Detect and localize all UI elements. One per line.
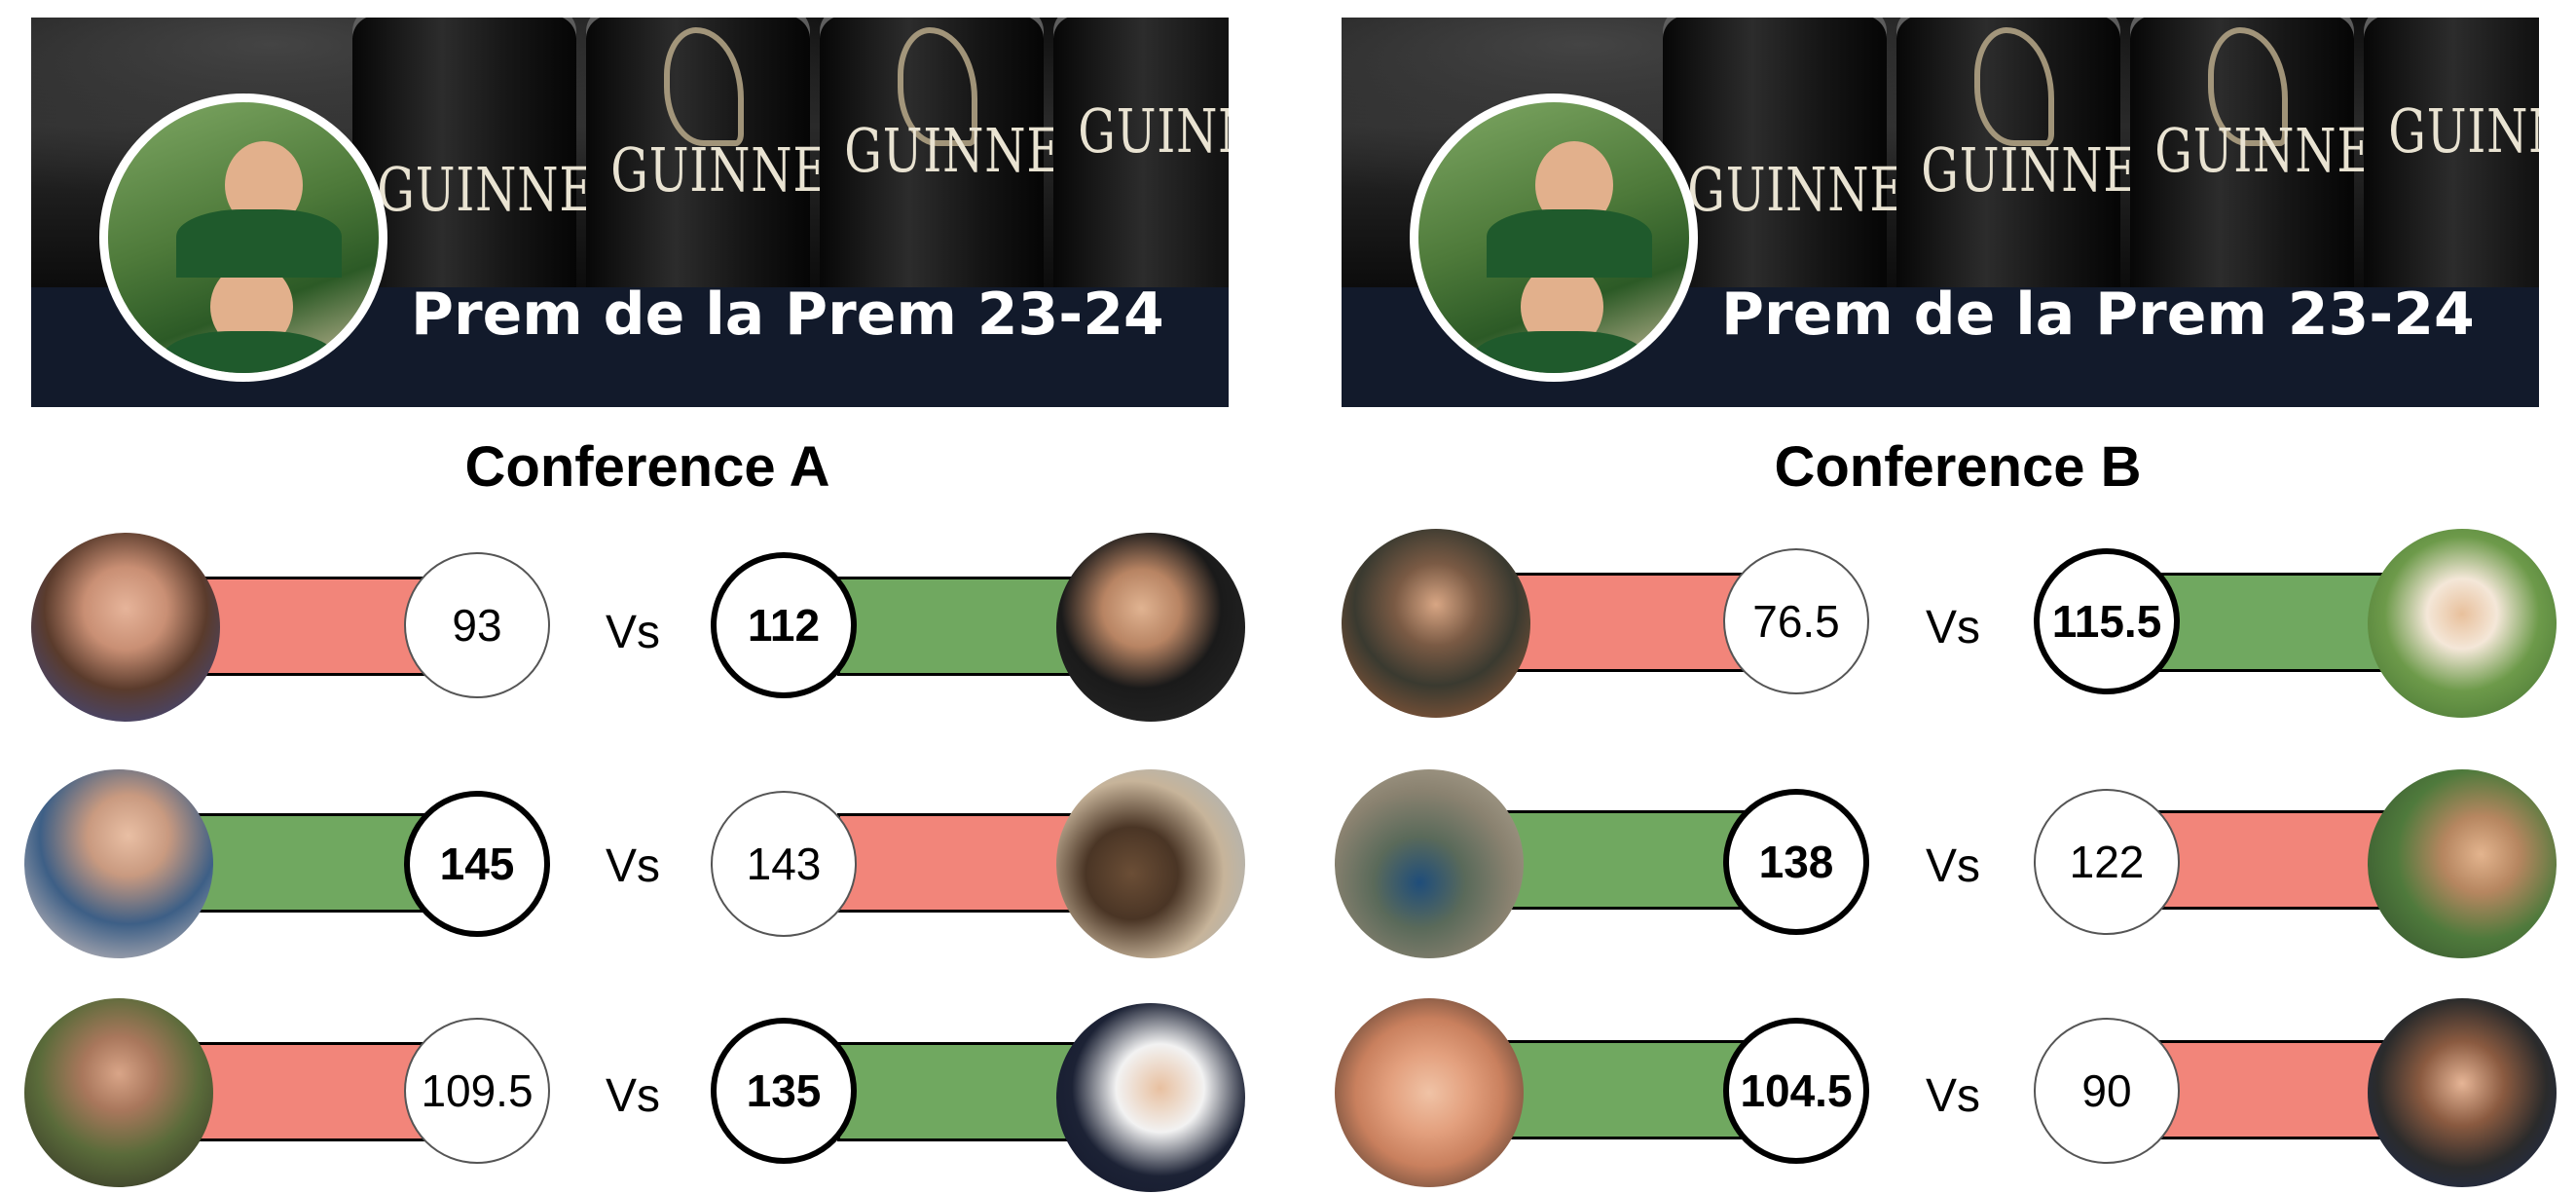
shirt (176, 209, 342, 278)
conference-title: Conference B (1774, 435, 2142, 499)
manager-avatar[interactable] (24, 998, 213, 1187)
conference-title: Conference A (464, 435, 830, 499)
score-circle: 93 (404, 552, 550, 698)
league-title: Prem de la Prem 23-24 (411, 280, 1164, 349)
manager-avatar[interactable] (1056, 533, 1245, 722)
score-circle: 122 (2034, 789, 2180, 935)
manager-avatar[interactable] (2368, 998, 2557, 1187)
score-circle: 145 (404, 791, 550, 937)
brand-text: GUINNESS (1921, 134, 2204, 205)
harp-logo (2208, 27, 2288, 146)
manager-avatar[interactable] (24, 769, 213, 958)
banner-photo: GUINNESS GUINNESS GUINNESS GUINNESS (31, 18, 1229, 300)
score-bar (185, 813, 438, 913)
score-circle: 115.5 (2034, 548, 2180, 694)
manager-avatar[interactable] (1335, 769, 1524, 958)
score-circle: 76.5 (1723, 548, 1869, 694)
brand-text: GUINNESS (610, 134, 894, 205)
pint-glass: GUINNESS (2364, 18, 2539, 300)
score-circle: 90 (2034, 1018, 2180, 1164)
score-circle: 112 (711, 552, 857, 698)
shirt (1487, 209, 1652, 278)
vs-label: Vs (605, 840, 660, 892)
brand-text: GUINNESS (377, 154, 660, 225)
score-bar (1495, 573, 1748, 672)
pint-glass: GUINNESS (1053, 18, 1229, 300)
score-bar (185, 577, 438, 676)
score-circle: 135 (711, 1018, 857, 1164)
manager-avatar[interactable] (1342, 529, 1530, 718)
score-circle: 138 (1723, 789, 1869, 935)
manager-avatar[interactable] (1335, 998, 1524, 1187)
manager-avatar[interactable] (2368, 529, 2557, 718)
league-title: Prem de la Prem 23-24 (1721, 280, 2475, 349)
manager-avatar[interactable] (1056, 1003, 1245, 1192)
manager-avatar[interactable] (31, 533, 220, 722)
brand-text: GUINNESS (2154, 115, 2438, 186)
harp-logo (1974, 27, 2054, 146)
score-bar (185, 1042, 438, 1141)
brand-text: GUINNESS (2388, 95, 2539, 167)
league-avatar[interactable] (99, 93, 387, 382)
league-banner: GUINNESS GUINNESS GUINNESS GUINNESS Prem… (31, 18, 1229, 407)
pint-glass: GUINNESS (586, 18, 894, 300)
score-circle: 109.5 (404, 1018, 550, 1164)
vs-label: Vs (1925, 602, 1980, 653)
pint-glass: GUINNESS (1896, 18, 2204, 300)
vs-label: Vs (605, 1070, 660, 1122)
brand-text: GUINNESS (1078, 95, 1229, 167)
shirt (1472, 331, 1647, 373)
brand-text: GUINNESS (844, 115, 1127, 186)
pint-glass: GUINNESS (820, 18, 1127, 300)
vs-label: Vs (605, 607, 660, 658)
harp-logo (898, 27, 977, 146)
vs-label: Vs (1925, 840, 1980, 892)
score-bar (1495, 810, 1748, 910)
score-bar (1495, 1040, 1748, 1139)
pint-glass: GUINNESS (2130, 18, 2438, 300)
harp-logo (664, 27, 744, 146)
brand-text: GUINNESS (1687, 154, 1970, 225)
conference-a-panel: GUINNESS GUINNESS GUINNESS GUINNESS Prem… (24, 18, 1245, 1192)
vs-label: Vs (1925, 1070, 1980, 1122)
score-circle: 104.5 (1723, 1018, 1869, 1164)
manager-avatar[interactable] (2368, 769, 2557, 958)
score-circle: 143 (711, 791, 857, 937)
shirt (162, 331, 337, 373)
conference-b-panel: GUINNESS GUINNESS GUINNESS GUINNESS Prem… (1310, 0, 2576, 1194)
manager-avatar[interactable] (1056, 769, 1245, 958)
league-banner: GUINNESS GUINNESS GUINNESS GUINNESS Prem… (1342, 18, 2539, 407)
league-avatar[interactable] (1410, 93, 1698, 382)
